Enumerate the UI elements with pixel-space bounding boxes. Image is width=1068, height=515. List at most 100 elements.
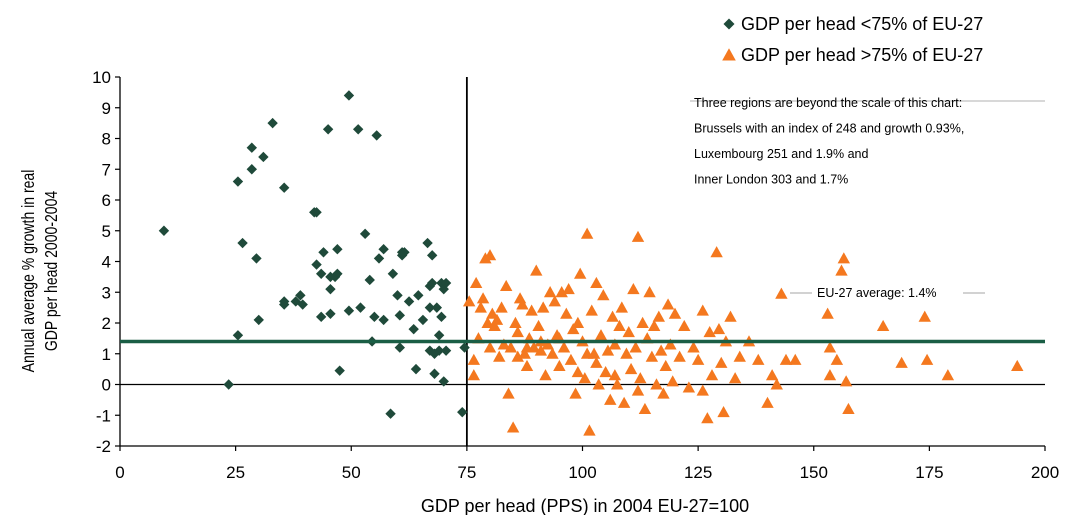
point-above-75 <box>823 369 837 381</box>
point-above-75 <box>585 304 598 316</box>
point-below-75 <box>369 311 380 323</box>
point-above-75 <box>876 319 890 332</box>
point-above-75 <box>608 338 622 350</box>
point-above-75 <box>557 341 571 353</box>
point-below-75 <box>413 290 424 301</box>
point-below-75 <box>325 283 336 295</box>
point-above-75 <box>490 313 504 325</box>
x-tick-label: 0 <box>115 463 124 482</box>
point-above-75 <box>509 316 522 328</box>
point-above-75 <box>546 347 559 359</box>
point-below-75 <box>371 130 382 141</box>
annotation-line: Luxembourg 251 and 1.9% and <box>694 147 868 161</box>
point-above-75 <box>1011 359 1024 372</box>
point-below-75 <box>440 345 452 356</box>
point-above-75 <box>518 347 531 359</box>
point-above-75 <box>467 369 481 381</box>
point-below-75 <box>267 117 278 129</box>
point-above-75 <box>555 286 568 298</box>
point-above-75 <box>779 353 793 365</box>
point-below-75 <box>459 342 470 353</box>
point-above-75 <box>622 326 635 338</box>
point-below-75 <box>431 302 443 313</box>
point-above-75 <box>941 369 955 381</box>
point-above-75 <box>643 286 656 298</box>
point-above-75 <box>511 350 524 362</box>
point-below-75 <box>422 237 433 249</box>
point-above-75 <box>724 310 737 322</box>
point-above-75 <box>821 307 834 319</box>
point-above-75 <box>627 282 640 295</box>
point-above-75 <box>918 310 931 322</box>
point-above-75 <box>486 307 499 319</box>
data-points <box>158 90 1024 436</box>
point-above-75 <box>687 341 700 353</box>
point-below-75 <box>295 290 306 301</box>
point-above-75 <box>636 316 649 328</box>
point-above-75 <box>835 264 848 276</box>
point-above-75 <box>499 279 513 292</box>
point-above-75 <box>562 282 575 295</box>
point-above-75 <box>682 381 696 393</box>
legend-diamond-marker <box>723 18 735 30</box>
point-above-75 <box>467 353 481 365</box>
point-below-75 <box>433 345 445 356</box>
point-above-75 <box>668 307 682 319</box>
annotation-note: Three regions are beyond the scale of th… <box>690 96 1045 187</box>
point-above-75 <box>608 369 622 381</box>
point-above-75 <box>469 276 483 288</box>
point-above-75 <box>578 372 592 384</box>
point-above-75 <box>620 347 633 359</box>
x-tick-label: 75 <box>457 463 476 482</box>
point-below-75 <box>246 142 258 153</box>
point-above-75 <box>606 310 619 322</box>
x-tick-label: 100 <box>568 463 596 482</box>
point-above-75 <box>553 359 566 372</box>
point-above-75 <box>696 304 709 316</box>
point-below-75 <box>246 164 258 175</box>
point-below-75 <box>433 330 445 341</box>
point-above-75 <box>569 387 582 399</box>
point-above-75 <box>770 378 783 390</box>
point-above-75 <box>715 356 728 368</box>
point-above-75 <box>594 329 608 341</box>
y-tick-label: -2 <box>96 437 111 456</box>
point-above-75 <box>590 356 603 368</box>
point-above-75 <box>638 402 652 415</box>
point-above-75 <box>617 396 631 408</box>
point-above-75 <box>493 350 506 362</box>
legend-item-above: GDP per head >75% of EU-27 <box>722 45 983 65</box>
point-above-75 <box>525 304 538 316</box>
point-below-75 <box>315 268 327 279</box>
point-below-75 <box>223 379 234 390</box>
point-above-75 <box>564 353 578 365</box>
point-above-75 <box>604 393 617 405</box>
point-below-75 <box>378 314 389 326</box>
point-above-75 <box>837 252 851 264</box>
point-above-75 <box>511 326 524 338</box>
point-above-75 <box>657 387 670 399</box>
point-below-75 <box>457 406 468 418</box>
point-above-75 <box>560 307 573 319</box>
point-above-75 <box>895 356 908 368</box>
point-below-75 <box>311 259 322 270</box>
point-above-75 <box>548 295 561 307</box>
point-below-75 <box>158 225 170 236</box>
point-below-75 <box>387 268 399 279</box>
point-above-75 <box>728 372 742 384</box>
point-above-75 <box>502 387 515 399</box>
point-above-75 <box>504 341 518 353</box>
point-above-75 <box>631 384 645 396</box>
point-above-75 <box>567 322 580 335</box>
point-below-75 <box>343 305 355 316</box>
point-above-75 <box>590 276 603 288</box>
point-below-75 <box>403 296 415 307</box>
point-above-75 <box>842 402 855 415</box>
point-below-75 <box>355 302 366 313</box>
point-below-75 <box>440 277 452 289</box>
point-above-75 <box>597 289 610 301</box>
point-above-75 <box>543 286 557 298</box>
point-above-75 <box>516 298 529 310</box>
point-below-75 <box>258 151 269 163</box>
point-below-75 <box>378 244 389 255</box>
